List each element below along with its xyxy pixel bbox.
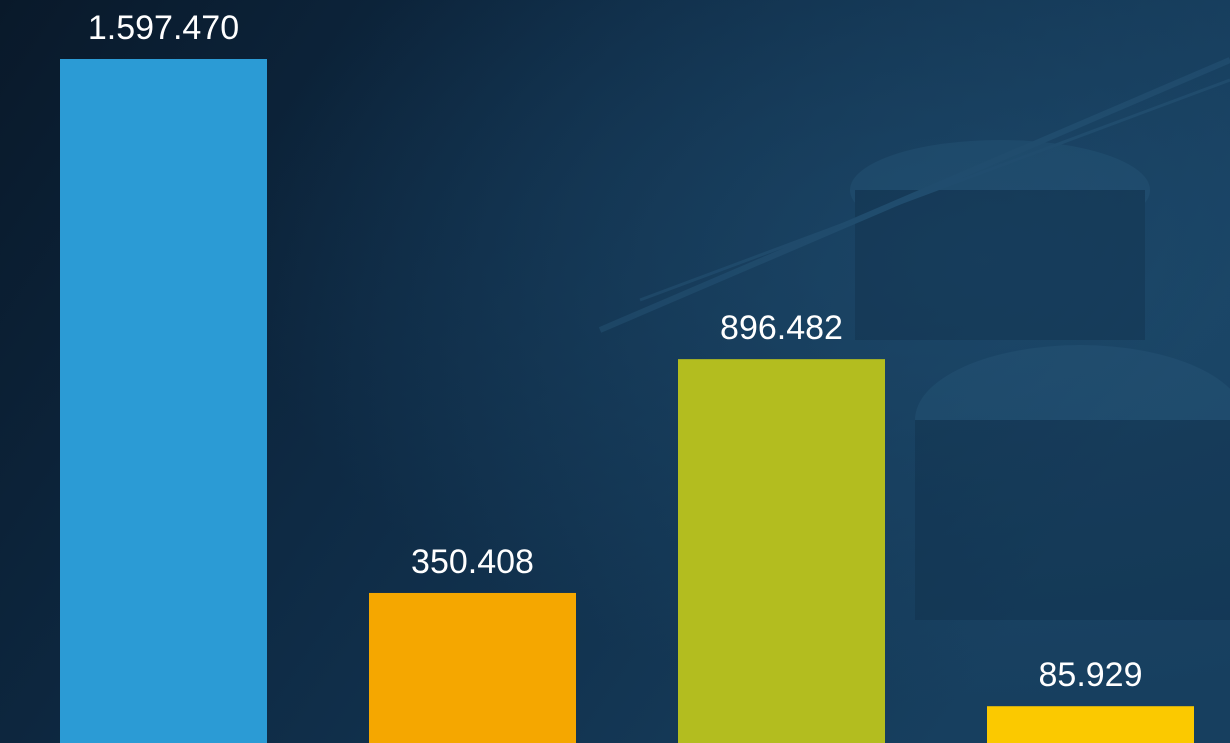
- bar: [987, 706, 1194, 743]
- value-label: 85.929: [1039, 656, 1143, 694]
- bar: [678, 359, 885, 743]
- bar: [369, 592, 576, 743]
- value-label: 896.482: [720, 309, 843, 347]
- value-label: 350.408: [411, 543, 534, 581]
- value-label: 1.597.470: [88, 9, 239, 47]
- bar: [60, 59, 267, 743]
- background-scene: [598, 57, 1230, 620]
